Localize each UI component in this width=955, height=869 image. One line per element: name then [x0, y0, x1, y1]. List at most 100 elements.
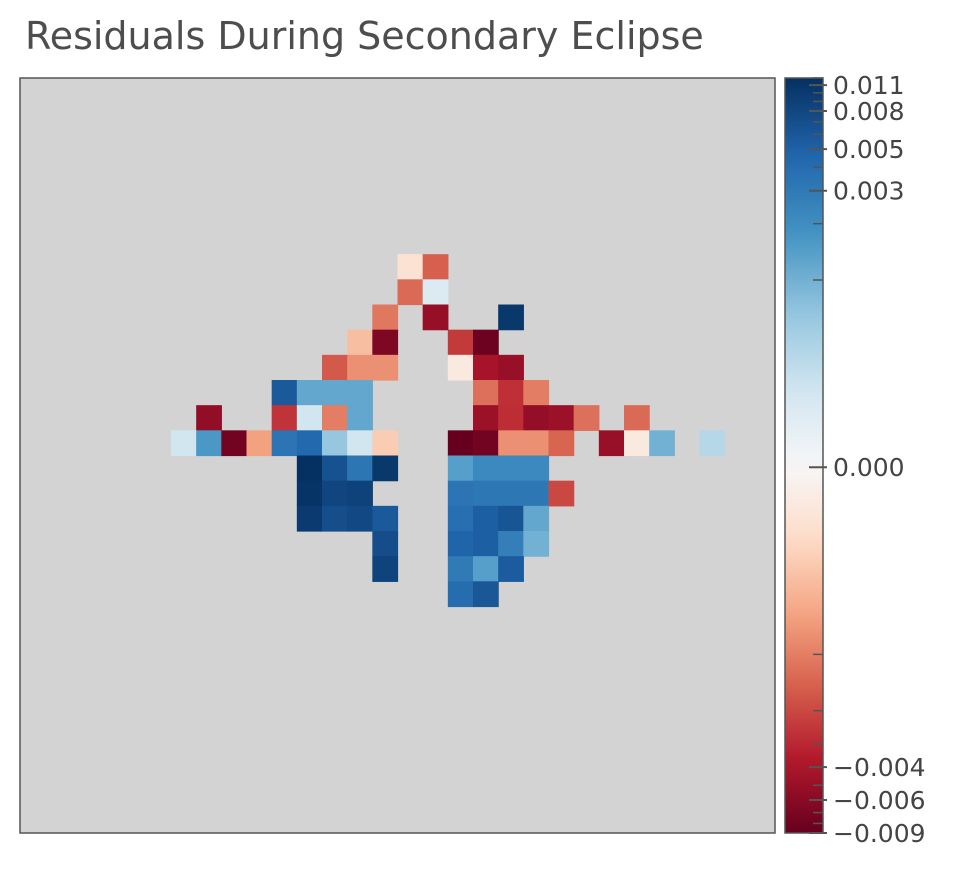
heatmap-cell — [296, 380, 323, 406]
heatmap-cell — [347, 505, 373, 532]
heatmap-cell — [548, 430, 575, 457]
heatmap-cell — [322, 455, 348, 482]
heatmap-cell — [347, 354, 373, 381]
heatmap-cell — [473, 480, 499, 507]
heatmap-cell — [447, 455, 474, 482]
heatmap-cell — [447, 556, 474, 582]
heatmap-cell — [473, 581, 499, 608]
heatmap-cell — [372, 556, 399, 582]
heatmap-cell — [573, 405, 600, 431]
heatmap-cell — [473, 455, 499, 482]
heatmap-cell — [523, 531, 550, 557]
heatmap-cell — [271, 380, 298, 406]
heatmap-cell — [372, 505, 399, 532]
heatmap-cell — [347, 430, 373, 457]
heatmap-cell — [523, 405, 550, 431]
heatmap-cell — [347, 405, 373, 431]
heatmap-cell — [422, 279, 449, 306]
heatmap-cell — [498, 505, 524, 532]
heatmap-cell — [397, 254, 424, 280]
heatmap-cell — [473, 505, 499, 532]
plot-frame — [19, 77, 776, 834]
heatmap-cell — [473, 405, 499, 431]
heatmap-cell — [498, 304, 524, 331]
heatmap-cell — [347, 380, 373, 406]
heatmap-cell — [649, 430, 675, 457]
heatmap-cell — [624, 430, 650, 457]
heatmap-cell — [347, 455, 373, 482]
heatmap-cell — [498, 556, 524, 582]
heatmap-cell — [372, 304, 399, 331]
heatmap-cell — [473, 380, 499, 406]
heatmap-cell — [347, 480, 373, 507]
heatmap-cell — [271, 430, 298, 457]
heatmap-cell — [498, 480, 524, 507]
heatmap-cell — [347, 329, 373, 356]
heatmap-cell — [221, 430, 248, 457]
heatmap-cell — [473, 329, 499, 356]
heatmap-cell — [699, 430, 726, 457]
heatmap-cell — [322, 380, 348, 406]
heatmap-cell — [523, 430, 550, 457]
heatmap-cell — [498, 354, 524, 381]
colorbar-tick-label: −0.009 — [833, 819, 926, 848]
heatmap-cell — [473, 430, 499, 457]
heatmap-cell — [322, 505, 348, 532]
heatmap-cell — [372, 430, 399, 457]
heatmap-cell — [447, 329, 474, 356]
heatmap-cell — [322, 480, 348, 507]
heatmap-cell — [422, 254, 449, 280]
heatmap-cell — [372, 455, 399, 482]
chart-title: Residuals During Secondary Eclipse — [25, 14, 704, 58]
heatmap-cell — [498, 405, 524, 431]
heatmap-cell — [523, 455, 550, 482]
heatmap-cell — [171, 430, 197, 457]
heatmap-cell — [296, 480, 323, 507]
heatmap-cell — [498, 430, 524, 457]
heatmap-cell — [523, 480, 550, 507]
heatmap-cell — [523, 505, 550, 532]
heatmap-cell — [523, 380, 550, 406]
heatmap-cell — [422, 304, 449, 331]
heatmap-cell — [447, 430, 474, 457]
heatmap-cell — [196, 405, 222, 431]
colorbar — [784, 77, 824, 834]
heatmap-cell — [473, 531, 499, 557]
heatmap-cell — [296, 505, 323, 532]
heatmap-cell — [598, 430, 625, 457]
heatmap-cell — [447, 531, 474, 557]
heatmap-cell — [447, 505, 474, 532]
colorbar-tick-label: 0.011 — [833, 71, 905, 100]
heatmap-cell — [196, 430, 222, 457]
heatmap-cell — [498, 531, 524, 557]
heatmap-cell — [624, 405, 650, 431]
heatmap-cell — [372, 354, 399, 381]
heatmap-cell — [548, 480, 575, 507]
heatmap-cell — [447, 480, 474, 507]
heatmap-cell — [447, 581, 474, 608]
heatmap-cell — [296, 405, 323, 431]
heatmap-cell — [473, 354, 499, 381]
heatmap-cell — [372, 329, 399, 356]
colorbar-tick-label: 0.008 — [833, 97, 905, 126]
colorbar-tick-label: 0.005 — [833, 135, 905, 164]
colorbar-tick-label: −0.006 — [833, 786, 926, 815]
heatmap-cell — [473, 556, 499, 582]
heatmap-cell — [322, 354, 348, 381]
heatmap-cell — [271, 405, 298, 431]
heatmap-cell — [296, 430, 323, 457]
heatmap-cell — [372, 531, 399, 557]
heatmap-cell — [498, 455, 524, 482]
heatmap-cell — [322, 405, 348, 431]
heatmap-cells — [171, 254, 726, 608]
heatmap-cell — [447, 354, 474, 381]
colorbar-tick-label: 0.000 — [833, 453, 905, 482]
heatmap-cell — [296, 455, 323, 482]
colorbar-tick-label: −0.004 — [833, 753, 926, 782]
heatmap-cell — [498, 380, 524, 406]
heatmap-cell — [397, 279, 424, 306]
heatmap-cell — [322, 430, 348, 457]
colorbar-tick-label: 0.003 — [833, 177, 905, 206]
